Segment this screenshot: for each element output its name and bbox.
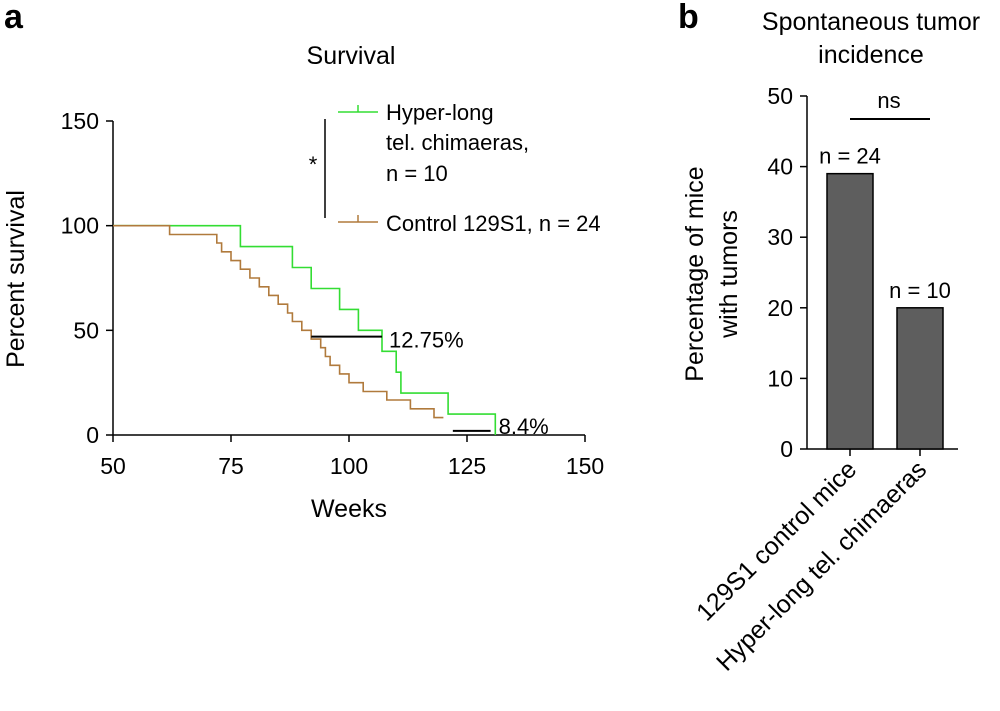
tumor-y-tick-label: 40 xyxy=(767,154,793,180)
survival-x-tick-label: 150 xyxy=(566,453,604,479)
survival-y-tick-label: 50 xyxy=(73,317,99,343)
legend-label-chimaeras-line2: tel. chimaeras, xyxy=(386,130,529,155)
survival-x-tick-label: 75 xyxy=(218,453,244,479)
survival-y-tick-label: 100 xyxy=(61,213,99,239)
survival-x-tick-label: 50 xyxy=(100,453,126,479)
survival-y-tick-label: 0 xyxy=(86,422,99,448)
ns-label: ns xyxy=(877,88,900,113)
legend-label-chimaeras-line1: Hyper-long xyxy=(386,100,494,125)
legend-label-chimaeras-line3: n = 10 xyxy=(386,161,448,186)
tumor-significance: ns xyxy=(850,88,930,120)
bar-n-label: n = 24 xyxy=(819,144,881,169)
tumor-y-tick-label: 20 xyxy=(767,295,793,321)
bar-chimaeras xyxy=(896,307,944,450)
tumor-y-axis-label-line1: Percentage of mice xyxy=(681,166,709,381)
panel-letter-b: b xyxy=(678,0,699,36)
tumor-chart-title-line2: incidence xyxy=(818,41,924,69)
tumor-ticks: 0 10 20 30 40 50 xyxy=(767,83,807,462)
survival-curve-chimaeras xyxy=(113,224,497,435)
tail-difference-label: 8.4% xyxy=(499,414,549,439)
bar-n-label: n = 10 xyxy=(889,278,951,303)
panel-letter-a: a xyxy=(4,0,24,36)
significance-asterisk: * xyxy=(309,152,318,177)
survival-curves xyxy=(113,224,497,435)
survival-x-tick-label: 100 xyxy=(330,453,368,479)
median-difference-label: 12.75% xyxy=(389,328,464,353)
legend-label-control: Control 129S1, n = 24 xyxy=(386,211,601,236)
tumor-y-tick-label: 0 xyxy=(780,436,793,462)
survival-y-tick-label: 150 xyxy=(61,108,99,134)
survival-curve-control xyxy=(113,224,444,419)
survival-x-axis-label: Weeks xyxy=(311,495,387,523)
survival-x-tick-label: 125 xyxy=(448,453,486,479)
tumor-y-tick-label: 50 xyxy=(767,83,793,109)
bar-control-mice xyxy=(826,172,874,450)
survival-chart-title: Survival xyxy=(307,42,396,70)
survival-y-axis-label: Percent survival xyxy=(2,190,30,368)
survival-legend: Hyper-long tel. chimaeras, n = 10 Contro… xyxy=(338,100,601,236)
tumor-y-axis-label-line2: with tumors xyxy=(715,210,743,339)
survival-axes xyxy=(112,121,585,436)
tumor-y-tick-label: 10 xyxy=(767,365,793,391)
tumor-chart-title-line1: Spontaneous tumor xyxy=(762,8,980,36)
tumor-y-tick-label: 30 xyxy=(767,224,793,250)
survival-annotations: * 12.75% 8.4% xyxy=(309,119,549,439)
